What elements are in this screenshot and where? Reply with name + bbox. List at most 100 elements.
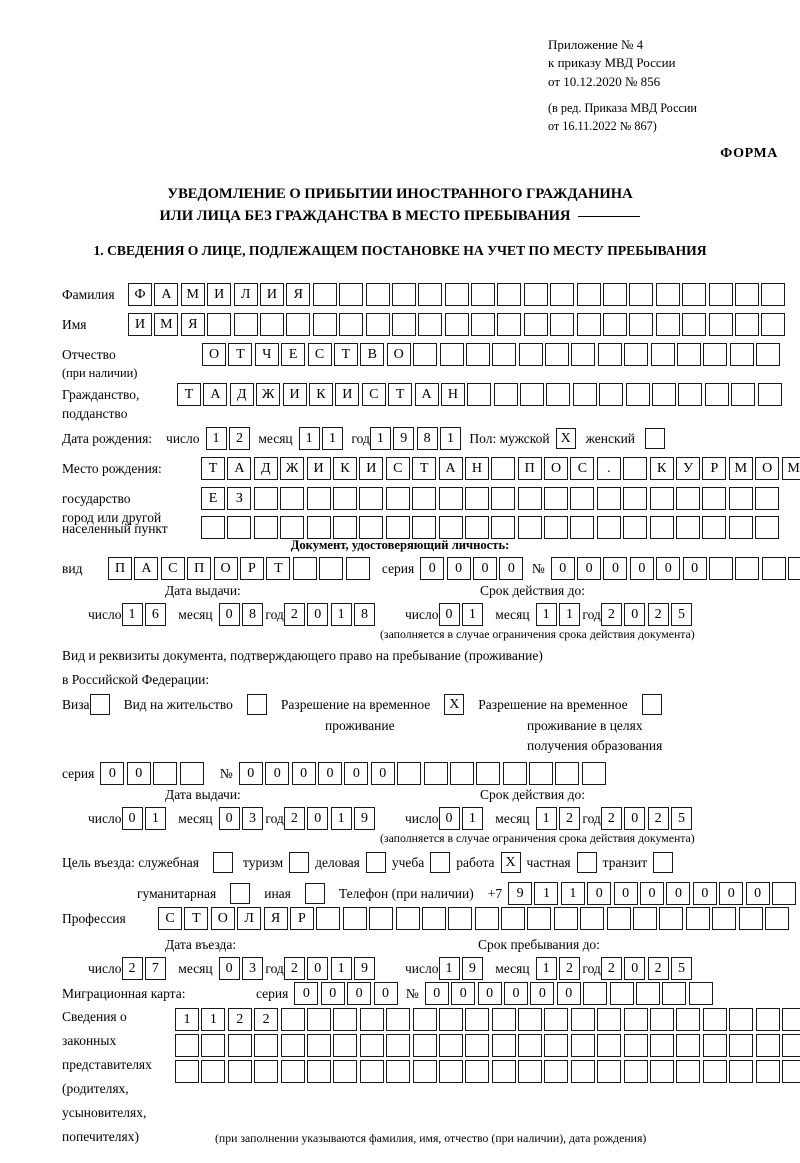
char-cell[interactable] <box>280 487 305 510</box>
digit-cell[interactable]: 0 <box>624 603 646 626</box>
char-cell[interactable] <box>678 383 703 406</box>
char-cell[interactable]: 0 <box>530 982 555 1005</box>
char-cell[interactable] <box>306 516 331 539</box>
char-cell[interactable]: О <box>544 457 569 480</box>
char-cell[interactable] <box>517 487 542 510</box>
digit-cell[interactable]: 7 <box>144 957 166 980</box>
char-cell[interactable] <box>761 313 786 336</box>
char-cell[interactable]: 0 <box>451 982 476 1005</box>
char-cell[interactable]: 0 <box>347 982 372 1005</box>
char-cell[interactable]: Т <box>228 343 253 366</box>
char-cell[interactable]: У <box>676 457 701 480</box>
char-cell[interactable]: 0 <box>603 557 628 580</box>
char-cell[interactable] <box>280 1034 305 1057</box>
char-cell[interactable]: П <box>108 557 132 580</box>
digit-cell[interactable]: 8 <box>416 427 438 450</box>
purpose-study-checkbox[interactable] <box>430 852 451 873</box>
char-cell[interactable]: 0 <box>499 557 524 580</box>
char-cell[interactable]: Д <box>253 457 278 480</box>
char-cell[interactable] <box>312 283 337 306</box>
char-cell[interactable] <box>772 882 796 905</box>
char-cell[interactable] <box>734 313 759 336</box>
digit-cell[interactable]: 8 <box>241 603 263 626</box>
char-cell[interactable] <box>623 1034 648 1057</box>
char-cell[interactable]: З <box>227 487 252 510</box>
char-cell[interactable] <box>550 313 575 336</box>
char-cell[interactable] <box>471 313 496 336</box>
char-cell[interactable] <box>728 487 753 510</box>
char-cell[interactable] <box>729 1008 754 1031</box>
char-cell[interactable]: 0 <box>692 882 717 905</box>
char-cell[interactable] <box>764 907 789 930</box>
digit-cell[interactable]: 1 <box>121 603 143 626</box>
char-cell[interactable] <box>464 487 489 510</box>
digit-cell[interactable]: 1 <box>440 427 462 450</box>
char-cell[interactable]: О <box>386 343 411 366</box>
char-cell[interactable]: 0 <box>370 762 395 785</box>
char-cell[interactable] <box>544 516 569 539</box>
char-cell[interactable]: 0 <box>265 762 290 785</box>
char-cell[interactable]: Т <box>177 383 201 406</box>
char-cell[interactable] <box>597 1034 622 1057</box>
char-cell[interactable] <box>603 283 628 306</box>
char-cell[interactable] <box>153 762 178 785</box>
char-cell[interactable] <box>545 343 570 366</box>
purpose-private-checkbox[interactable] <box>576 852 597 873</box>
char-cell[interactable] <box>365 283 390 306</box>
digit-cell[interactable]: 1 <box>535 603 557 626</box>
char-cell[interactable]: 0 <box>420 557 445 580</box>
digit-cell[interactable]: 1 <box>438 957 460 980</box>
char-cell[interactable]: 1 <box>201 1008 226 1031</box>
char-cell[interactable] <box>413 343 438 366</box>
char-cell[interactable] <box>386 1060 411 1083</box>
digit-cell[interactable]: 8 <box>353 603 375 626</box>
char-cell[interactable] <box>465 343 490 366</box>
digit-cell[interactable]: 9 <box>353 807 375 830</box>
char-cell[interactable] <box>438 1034 463 1057</box>
char-cell[interactable]: 0 <box>550 557 575 580</box>
char-cell[interactable] <box>544 487 569 510</box>
char-cell[interactable]: П <box>517 457 542 480</box>
char-cell[interactable] <box>702 1034 727 1057</box>
char-cell[interactable] <box>492 343 517 366</box>
char-cell[interactable] <box>306 1060 331 1083</box>
char-cell[interactable] <box>332 487 357 510</box>
char-cell[interactable] <box>544 1034 569 1057</box>
char-cell[interactable] <box>652 383 677 406</box>
char-cell[interactable]: Е <box>281 343 306 366</box>
char-cell[interactable] <box>703 343 728 366</box>
char-cell[interactable] <box>623 516 648 539</box>
char-cell[interactable] <box>518 1034 543 1057</box>
char-cell[interactable]: Л <box>233 283 258 306</box>
char-cell[interactable] <box>465 1034 490 1057</box>
digit-cell[interactable]: 2 <box>600 603 622 626</box>
char-cell[interactable] <box>576 283 601 306</box>
char-cell[interactable] <box>597 343 622 366</box>
char-cell[interactable] <box>650 343 675 366</box>
char-cell[interactable] <box>544 1008 569 1031</box>
char-cell[interactable] <box>735 557 760 580</box>
char-cell[interactable] <box>491 1008 516 1031</box>
char-cell[interactable] <box>729 1034 754 1057</box>
digit-cell[interactable]: 2 <box>283 807 305 830</box>
char-cell[interactable]: Ж <box>256 383 281 406</box>
char-cell[interactable] <box>491 1034 516 1057</box>
char-cell[interactable]: Т <box>388 383 413 406</box>
char-cell[interactable] <box>444 283 469 306</box>
char-cell[interactable]: Т <box>201 457 225 480</box>
char-cell[interactable]: 0 <box>640 882 665 905</box>
char-cell[interactable] <box>676 1060 701 1083</box>
char-cell[interactable] <box>734 283 759 306</box>
char-cell[interactable] <box>655 283 680 306</box>
purpose-humanitarian-checkbox[interactable] <box>230 883 251 904</box>
char-cell[interactable]: М <box>781 457 800 480</box>
char-cell[interactable] <box>572 383 597 406</box>
purpose-business-checkbox[interactable] <box>365 852 386 873</box>
char-cell[interactable]: 0 <box>503 982 528 1005</box>
